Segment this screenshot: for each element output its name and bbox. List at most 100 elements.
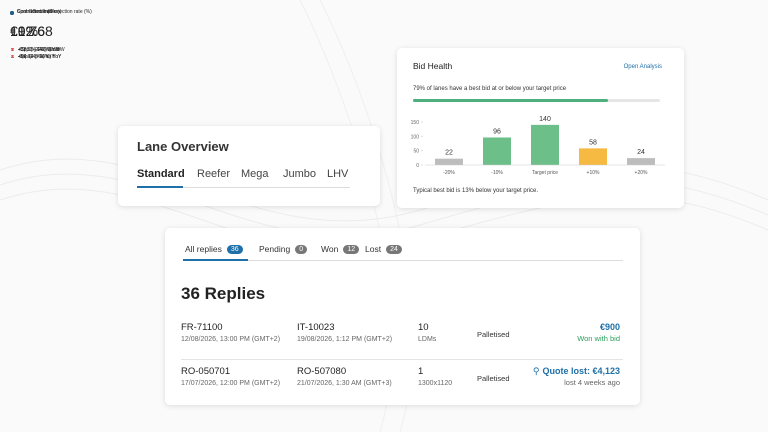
tab-underline: [183, 259, 248, 261]
change-text: +3pp (+22%) WoW: [17, 47, 61, 53]
bar: [579, 148, 607, 165]
y-tick-label: 0: [416, 163, 419, 169]
tab-badge: 0: [295, 244, 308, 254]
bar-value-label: 58: [589, 139, 597, 146]
replies-heading: 36 Replies: [181, 284, 266, 303]
kpi-change: ▼ +3pp (+22%) WoW: [10, 47, 60, 53]
cell-main: 10: [418, 322, 429, 333]
tab-label: Pending: [259, 244, 291, 254]
status-sub: Won with bid: [577, 334, 620, 343]
kpi-label: Spot Offers Index: [17, 9, 56, 15]
y-tick-label: 150: [411, 120, 420, 126]
status-text: Quote lost: €4,123: [542, 366, 620, 376]
load-type: Palletised: [477, 374, 510, 383]
lane-tab[interactable]: LHV: [327, 168, 349, 180]
kpi-change: ▲ +57.18 (+42%) WoW: [10, 47, 65, 53]
kpi-change: ▼ -€0.01 (-1%) WoW: [10, 47, 59, 53]
bar: [531, 124, 559, 165]
status-text: €900: [599, 322, 620, 332]
kpi-change: ▲ +€0.16 (+10%) YoY: [10, 54, 61, 60]
cell-main: FR-71100: [181, 322, 223, 333]
change-arrow: ▼: [10, 47, 15, 53]
change-arrow: ▲: [10, 47, 15, 53]
row-divider: [181, 359, 623, 360]
cell-main: RO-050701: [181, 366, 231, 377]
kpi-card: Contract rate (€/km) €1.76 ▼ -€0.01 (-1%) W…: [0, 9, 78, 136]
change-text: -8pp (-45%) YoY: [17, 54, 55, 60]
lane-tab[interactable]: Jumbo: [283, 168, 317, 180]
kpi-card: Contracted load rejection rate (%) 10% ▼ +3…: [0, 9, 99, 204]
x-tick-label: +20%: [635, 170, 648, 176]
bid-chart: 0 50 100 150 22 -20% 96 -10% 140 Target price 58 +1…: [411, 116, 665, 176]
cell-sub: LDMs: [418, 336, 437, 343]
status-main: ⚲ Quote lost: €4,123: [533, 366, 620, 377]
bid-health-card: Bid Health Open Analysis 79% of lanes have…: [397, 48, 684, 208]
cell-main: IT-10023: [297, 322, 335, 333]
lane-title: Lane Overview: [137, 139, 229, 154]
cell-sub: 19/08/2026, 1:12 PM (GMT+2): [297, 336, 393, 343]
change-text: -€0.01 (-1%) WoW: [17, 47, 60, 53]
tab-badge: 36: [226, 244, 243, 254]
kpi-value: 192.68: [10, 23, 53, 39]
kpi-value: 10%: [10, 23, 39, 39]
change-text: +€0.16 (+10%) YoY: [17, 54, 62, 60]
bar: [435, 158, 463, 165]
replies-tab[interactable]: All replies 36: [185, 244, 243, 254]
tab-rule: [137, 187, 350, 188]
x-tick-label: Target price: [532, 170, 558, 176]
replies-tab[interactable]: Pending 0: [259, 244, 308, 254]
change-arrow: ▲: [10, 54, 15, 60]
status-main: €900: [600, 322, 620, 332]
status-sub: lost 4 weeks ago: [564, 378, 620, 387]
cell-sub: 1300x1120: [418, 380, 453, 387]
cell-sub: 21/07/2026, 1:30 AM (GMT+3): [297, 380, 392, 387]
tab-label: Won: [321, 244, 339, 254]
cell-sub: 17/07/2026, 12:00 PM (GMT+2): [181, 380, 281, 387]
bid-summary: 79% of lanes have a best bid at or below…: [413, 86, 567, 92]
lane-overview-card: Lane Overview Standard Reefer Mega Jumbo LHV: [118, 126, 380, 206]
tab-rule: [183, 260, 623, 261]
tab-underline: [137, 186, 183, 188]
tab-badge: 12: [343, 244, 360, 254]
x-tick-label: +10%: [587, 170, 600, 176]
tab-label: All replies: [185, 244, 222, 254]
bar: [627, 158, 655, 165]
open-analysis-link[interactable]: Open Analysis: [623, 64, 662, 70]
x-tick-label: -20%: [443, 170, 455, 176]
kpi-value: €1.76: [10, 23, 46, 39]
kpi-dot: [10, 11, 14, 15]
lane-tab[interactable]: Standard: [137, 168, 185, 180]
x-tick-label: -10%: [491, 170, 503, 176]
y-tick-label: 50: [413, 149, 419, 155]
kpi-change: ▼ -8pp (-45%) YoY: [10, 54, 55, 60]
bar-value-label: 24: [637, 149, 645, 156]
lane-tab[interactable]: Mega: [241, 168, 269, 180]
bar-value-label: 140: [539, 116, 551, 123]
kpi-change: ▲ +94.62 (+96%) YoY: [10, 54, 61, 60]
bar-value-label: 22: [445, 150, 453, 157]
change-text: +94.62 (+96%) YoY: [17, 54, 62, 60]
progress-fill: [413, 99, 609, 102]
replies-tab[interactable]: Lost 24: [365, 244, 402, 254]
lane-tab[interactable]: Reefer: [197, 168, 231, 180]
bar: [483, 137, 511, 165]
cell-main: 1: [418, 366, 424, 377]
replies-card: All replies 36 Pending 0 Won 12 Lost 24 36 Repli…: [165, 228, 640, 405]
bar-value-label: 96: [493, 128, 501, 135]
change-arrow: ▼: [10, 47, 15, 53]
kpi-label: Contracted load rejection rate (%): [17, 9, 92, 15]
lost-icon: ⚲: [532, 366, 540, 376]
change-arrow: ▲: [10, 54, 15, 60]
kpi-label: Contract rate (€/km): [17, 9, 62, 15]
dashboard: Spot Offers Index 192.68 ▲ +57.18 (+42%) Wo…: [0, 0, 768, 405]
replies-tab[interactable]: Won 12: [321, 244, 360, 254]
bid-title: Bid Health: [413, 61, 453, 71]
load-type: Palletised: [477, 330, 510, 339]
y-tick-label: 100: [411, 134, 420, 140]
change-arrow: ▼: [10, 54, 15, 60]
cell-sub: 12/08/2026, 13:00 PM (GMT+2): [181, 336, 281, 343]
bid-footer: Typical best bid is 13% below your targe…: [413, 188, 539, 194]
tab-label: Lost: [365, 244, 382, 254]
change-text: +57.18 (+42%) WoW: [17, 47, 65, 53]
